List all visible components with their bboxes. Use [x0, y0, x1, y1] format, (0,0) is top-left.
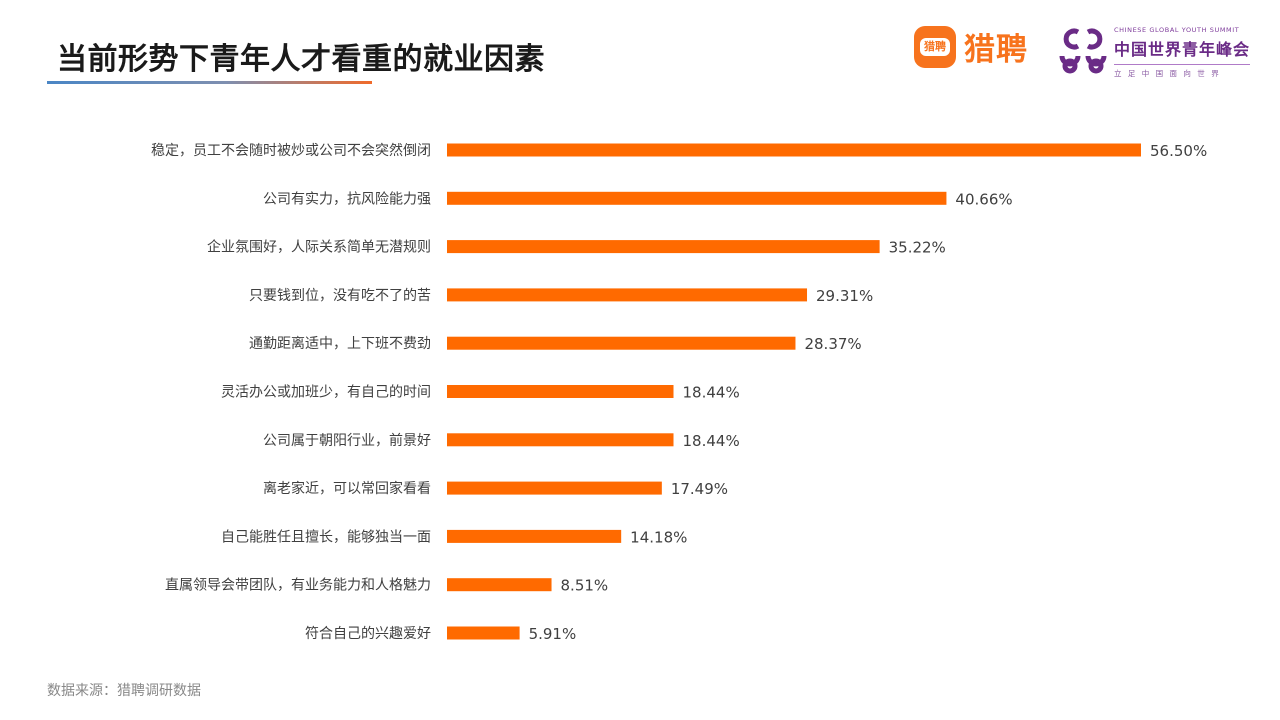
value-label: 40.66% [955, 190, 1012, 208]
value-label: 29.31% [816, 287, 873, 305]
category-label: 符合自己的兴趣爱好 [305, 626, 431, 642]
liepin-wordmark: 猎聘 [964, 32, 1028, 68]
bar [447, 288, 808, 302]
liepin-icon-label: 猎聘 [920, 37, 950, 56]
value-label: 8.51% [561, 577, 609, 595]
liepin-chat-icon: 猎聘 [914, 25, 956, 68]
value-label: 35.22% [889, 239, 946, 257]
value-label: 28.37% [804, 335, 861, 353]
bar [447, 191, 947, 205]
category-label: 企业氛围好，人际关系简单无潜规则 [207, 239, 431, 256]
category-label: 直属领导会带团队，有业务能力和人格魅力 [165, 577, 431, 594]
summit-divider [1114, 64, 1251, 65]
value-label: 17.49% [671, 480, 728, 498]
bar [447, 336, 796, 350]
page-title: 当前形势下青年人才看重的就业因素 [57, 42, 545, 77]
liepin-logo: 猎聘 猎聘 [914, 24, 1028, 69]
bar [447, 433, 674, 447]
bar [447, 481, 662, 495]
value-label: 18.44% [683, 384, 740, 402]
bar [447, 240, 880, 254]
category-label: 稳定，员工不会随时被炒或公司不会突然倒闭 [151, 142, 431, 159]
value-label: 14.18% [630, 528, 687, 546]
value-label: 56.50% [1150, 142, 1207, 160]
category-label: 只要钱到位，没有吃不了的苦 [249, 288, 431, 304]
summit-logo: CHINESE GLOBAL YOUTH SUMMIT 中国世界青年峰会 立 足… [1058, 26, 1251, 79]
category-label: 离老家近，可以常回家看看 [263, 480, 431, 497]
category-label: 公司有实力，抗风险能力强 [263, 191, 431, 207]
value-label: 5.91% [529, 625, 577, 643]
category-label: 自己能胜任且擅长，能够独当一面 [221, 528, 431, 545]
summit-english-name: CHINESE GLOBAL YOUTH SUMMIT [1114, 26, 1240, 34]
summit-chinese-name: 中国世界青年峰会 [1114, 40, 1251, 59]
summit-tagline: 立 足 中 国 面 向 世 界 [1114, 69, 1221, 78]
category-label: 灵活办公或加班少，有自己的时间 [221, 385, 431, 401]
bar [447, 578, 552, 592]
summit-emblem-icon [1059, 28, 1107, 74]
value-label: 18.44% [683, 432, 740, 450]
data-source-note: 数据来源：猎聘调研数据 [47, 683, 201, 699]
bar [447, 143, 1141, 157]
title-underline [47, 81, 372, 84]
bar [447, 529, 622, 543]
category-label: 公司属于朝阳行业，前景好 [263, 432, 431, 449]
category-label: 通勤距离适中，上下班不费劲 [249, 335, 431, 352]
bar [447, 385, 674, 398]
bar [447, 626, 520, 640]
